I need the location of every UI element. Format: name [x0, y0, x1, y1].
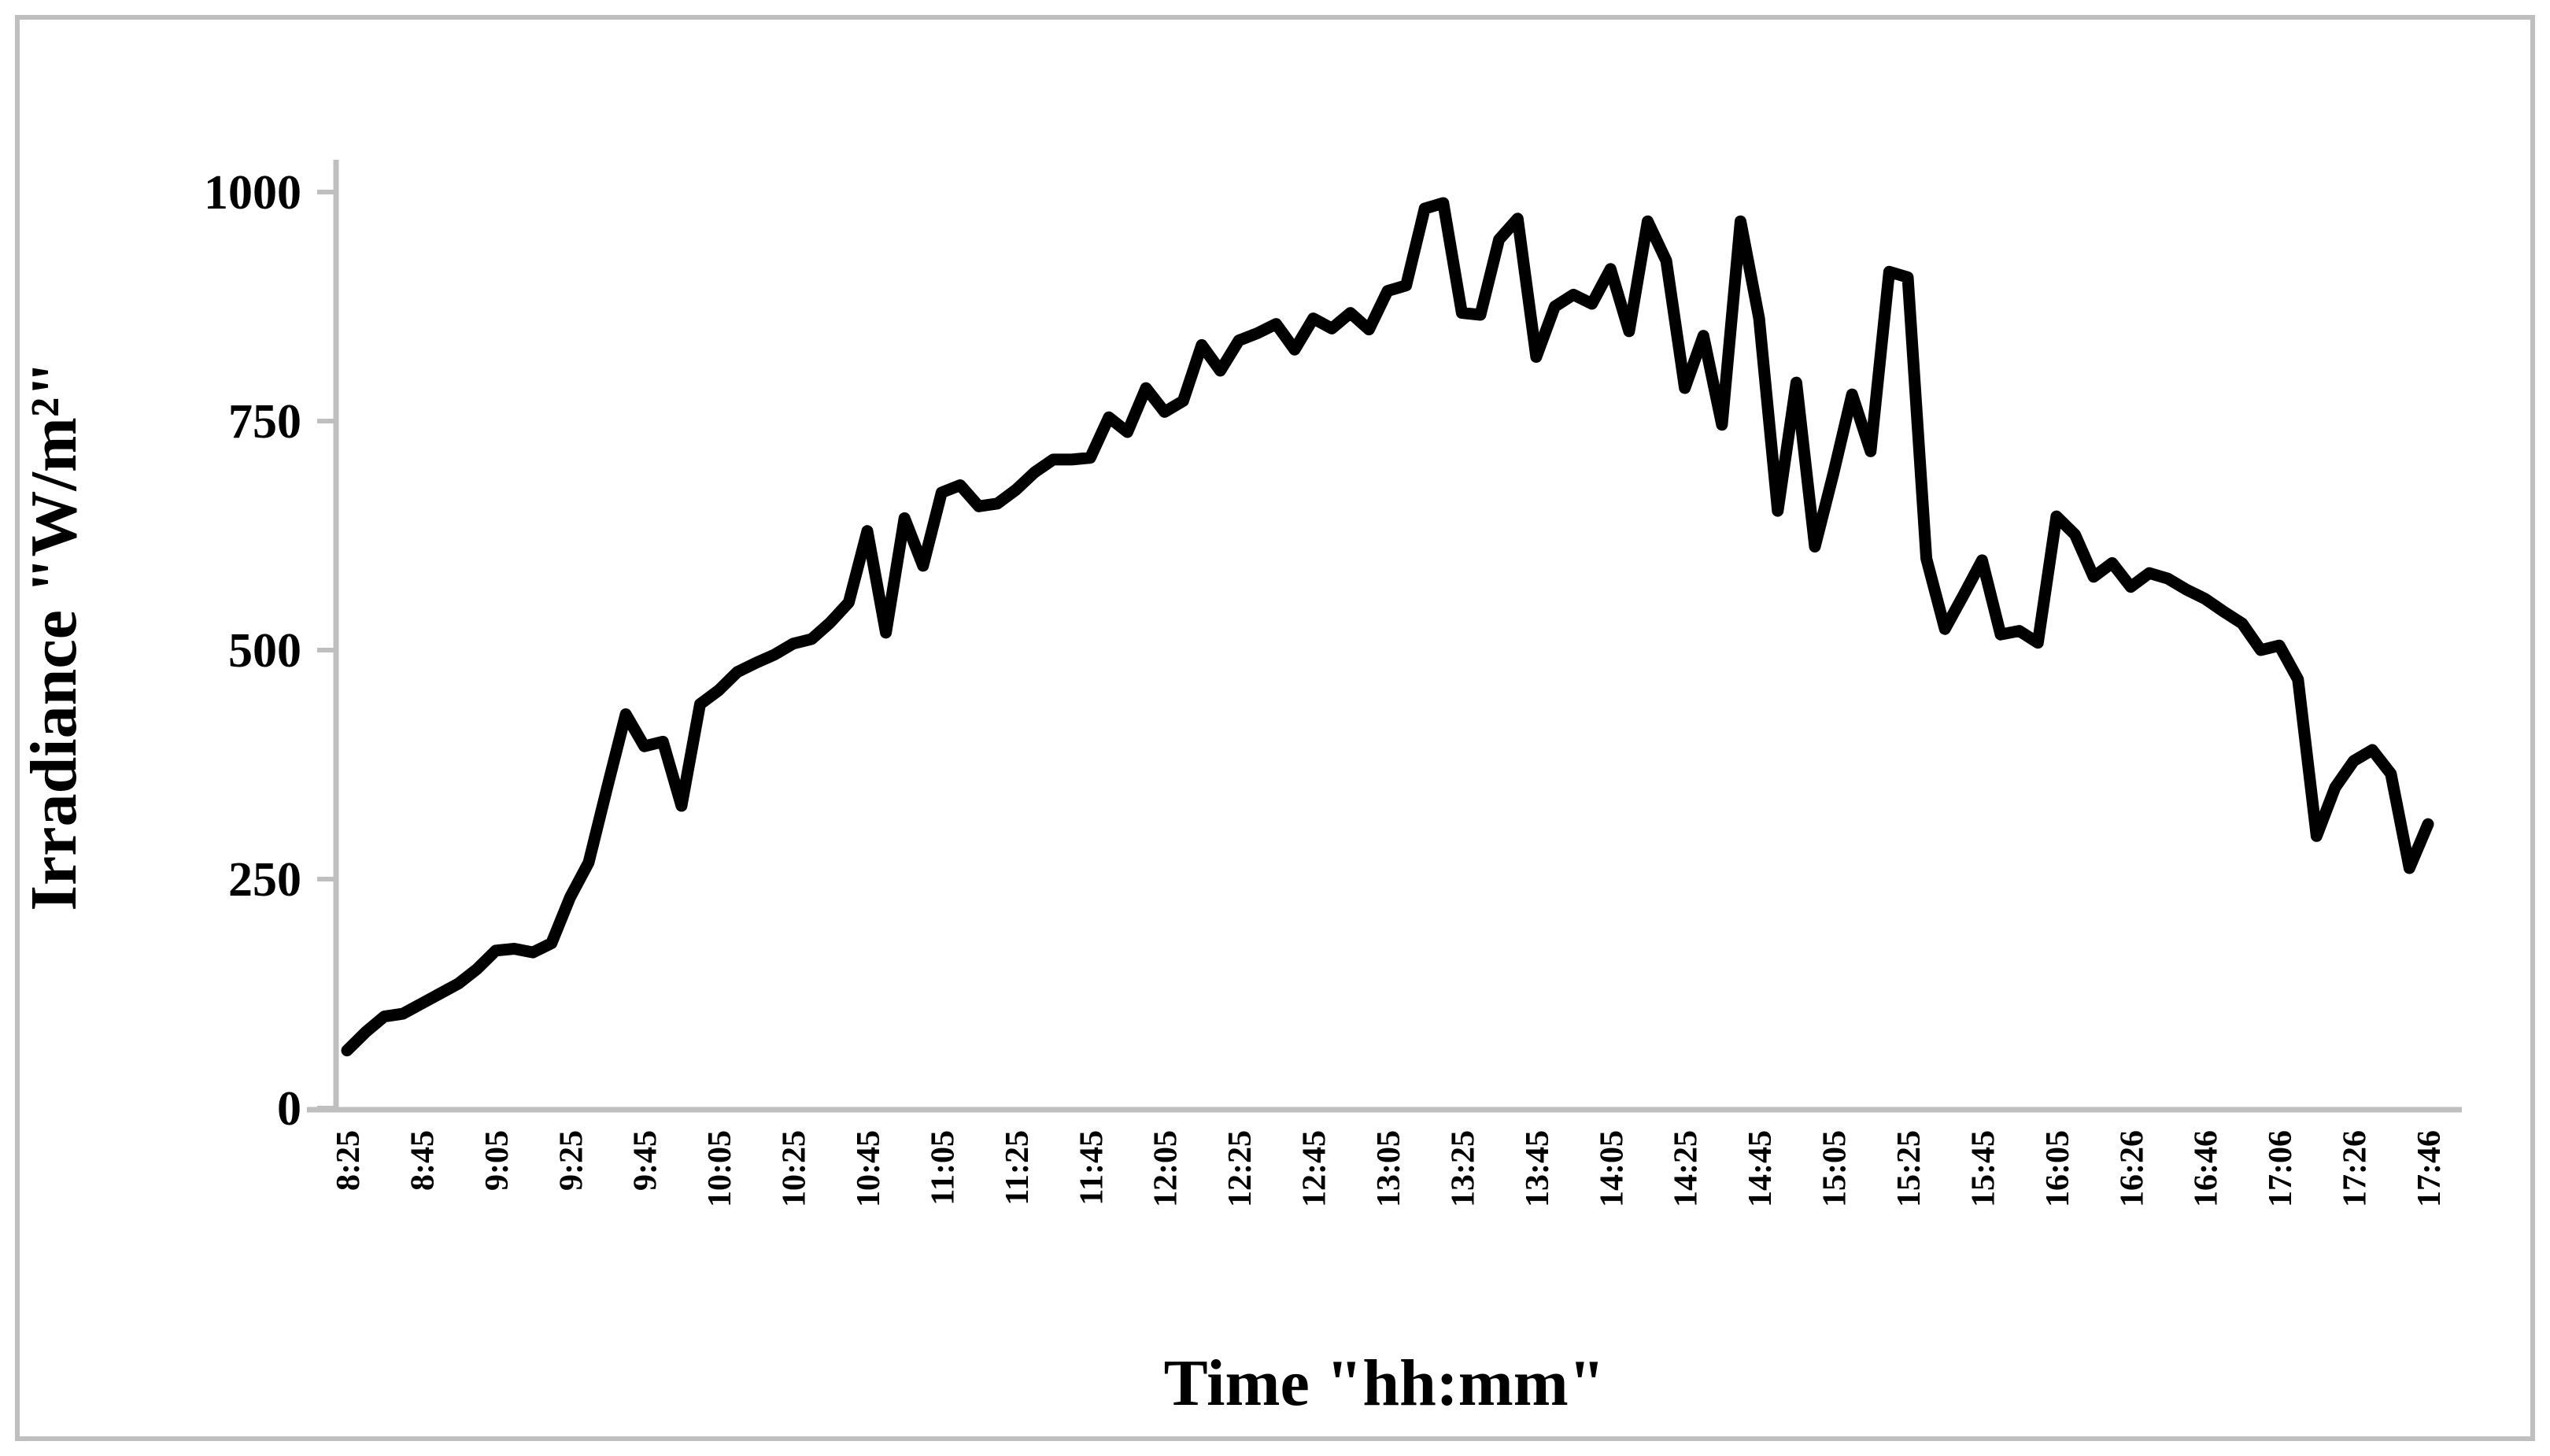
x-tick-label: 13:25 — [1445, 1130, 1481, 1207]
y-tick-label: 250 — [228, 853, 301, 907]
x-tick-label: 11:25 — [1000, 1130, 1036, 1206]
x-axis-tick-labels: 8:25 8:45 9:05 9:25 9:45 10:05 10:25 10:45 11:05… — [331, 1130, 2448, 1207]
x-tick-label: 10:25 — [777, 1130, 813, 1207]
x-tick-label: 11:45 — [1074, 1130, 1110, 1206]
y-tick-label: 750 — [228, 395, 301, 449]
x-tick-label: 14:45 — [1743, 1130, 1779, 1207]
x-axis-title: Time "hh:mm" — [1164, 1347, 1606, 1420]
x-tick-label: 17:46 — [2411, 1130, 2448, 1207]
x-tick-label: 8:25 — [331, 1130, 367, 1191]
irradiance-line-series — [341, 197, 2434, 1057]
x-tick-label: 9:05 — [479, 1130, 516, 1191]
x-tick-label: 15:25 — [1891, 1130, 1927, 1207]
x-tick-label: 17:26 — [2338, 1130, 2374, 1207]
x-tick-label: 10:05 — [702, 1130, 738, 1207]
x-tick-label: 8:45 — [405, 1130, 441, 1191]
x-tick-label: 13:05 — [1371, 1130, 1407, 1207]
x-tick-label: 13:45 — [1520, 1130, 1556, 1207]
x-tick-label: 16:05 — [2040, 1130, 2076, 1207]
x-tick-label: 12:05 — [1148, 1130, 1184, 1207]
x-tick-label: 11:05 — [925, 1130, 961, 1206]
y-axis-title: Irradiance "W/m²" — [17, 360, 91, 911]
y-tick-label: 500 — [228, 624, 301, 678]
x-tick-label: 15:45 — [1965, 1130, 2001, 1207]
figure-border — [15, 15, 2535, 1441]
x-tick-label: 15:05 — [1817, 1130, 1853, 1207]
x-tick-label: 17:06 — [2263, 1130, 2299, 1207]
x-tick-label: 16:26 — [2114, 1130, 2150, 1207]
y-tick-label: 0 — [277, 1082, 301, 1136]
x-tick-label: 16:46 — [2189, 1130, 2225, 1207]
y-tick-label: 1000 — [204, 166, 301, 220]
x-tick-label: 14:05 — [1594, 1130, 1630, 1207]
x-tick-label: 12:45 — [1297, 1130, 1333, 1207]
x-tick-label: 12:25 — [1222, 1130, 1258, 1207]
y-axis-ticks: 0 250 500 750 1000 — [204, 166, 336, 1136]
x-tick-label: 9:25 — [553, 1130, 589, 1191]
x-tick-label: 14:25 — [1669, 1130, 1705, 1207]
x-tick-label: 10:45 — [851, 1130, 887, 1207]
x-tick-label: 9:45 — [628, 1130, 664, 1191]
